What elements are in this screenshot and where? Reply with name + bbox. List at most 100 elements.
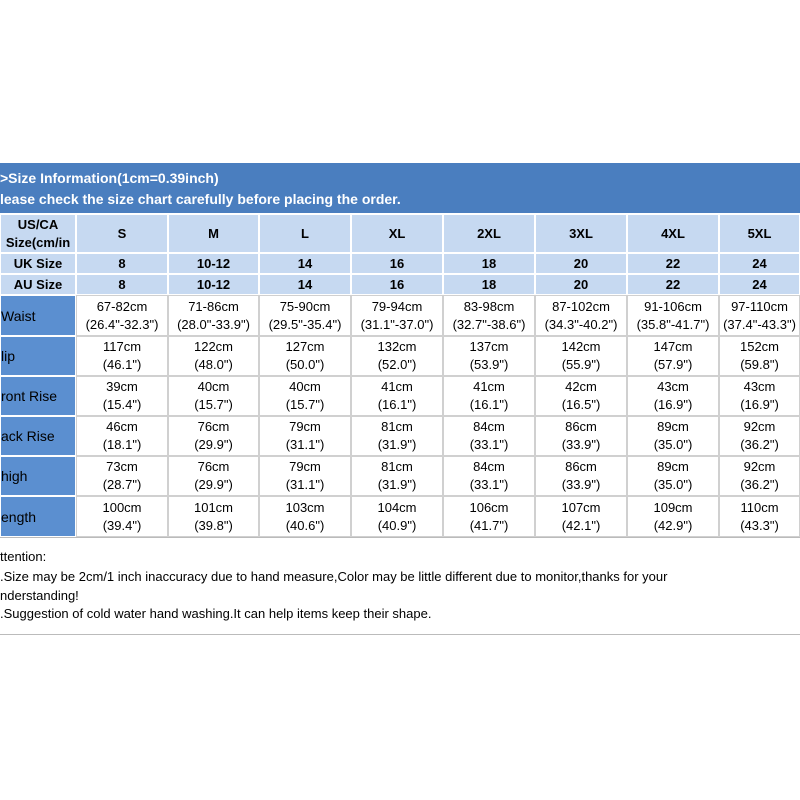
size-value: XL	[351, 214, 443, 253]
measure-cell: 92cm (36.2")	[719, 456, 800, 496]
measure-text: 71-86cm	[188, 298, 239, 314]
measure-text: (16.1")	[469, 397, 509, 412]
measure-text: 83-98cm	[463, 298, 515, 314]
measure-text: (16.9")	[740, 397, 779, 412]
measure-text: 42cm	[565, 379, 597, 394]
measure-text: (16.5")	[561, 397, 601, 412]
measure-cell: 137cm (53.9")	[443, 336, 535, 376]
measure-text: 147cm	[653, 339, 693, 354]
measure-text: (15.7")	[194, 397, 233, 412]
measure-text: (29.9")	[194, 477, 233, 492]
size-value: 4XL	[627, 214, 719, 253]
measure-text: (40.6")	[285, 517, 325, 533]
measure-text: (36.2")	[740, 437, 779, 452]
measure-cell: 76cm (29.9")	[168, 456, 259, 496]
size-value: 24	[719, 253, 800, 274]
size-value: 20	[535, 274, 627, 295]
measure-cell: 132cm (52.0")	[351, 336, 443, 376]
label-line: UK Size	[13, 255, 63, 271]
measure-text: 137cm	[469, 339, 509, 354]
measure-text: (42.1")	[561, 517, 601, 533]
measure-cell: 86cm (33.9")	[535, 456, 627, 496]
size-value: 10-12	[168, 253, 259, 274]
divider	[0, 537, 800, 538]
measure-text: 122cm	[193, 339, 234, 354]
measure-cell: 42cm (16.5")	[535, 376, 627, 416]
measure-text: (31.9")	[377, 437, 417, 452]
measure-text: (16.1")	[377, 397, 417, 412]
measure-text: (31.1")	[285, 437, 325, 452]
size-value: 14	[259, 253, 351, 274]
measure-cell: 71-86cm (28.0"-33.9")	[168, 295, 259, 336]
measure-cell: 84cm (33.1")	[443, 416, 535, 456]
measure-cell: 110cm (43.3")	[719, 496, 800, 537]
measure-cell: 122cm (48.0")	[168, 336, 259, 376]
measure-cell: 81cm (31.9")	[351, 416, 443, 456]
measure-text: 97-110cm	[731, 298, 788, 314]
measure-text: 75-90cm	[279, 298, 331, 314]
measure-text: (46.1")	[102, 357, 142, 372]
measure-text: 43cm	[743, 379, 776, 394]
measure-cell: 91-106cm (35.8"-41.7")	[627, 295, 719, 336]
measure-text: (53.9")	[469, 357, 509, 372]
size-value: 5XL	[719, 214, 800, 253]
measure-text: 41cm	[473, 379, 505, 394]
note-line: nderstanding!	[0, 588, 79, 603]
measure-text: (31.9")	[377, 477, 417, 492]
measure-text: (28.7")	[102, 477, 142, 492]
measure-text: (26.4"-32.3")	[85, 316, 159, 332]
measure-text: 92cm	[743, 419, 776, 434]
row-label: Waist	[0, 295, 76, 336]
size-value: 22	[627, 253, 719, 274]
size-value: 3XL	[535, 214, 627, 253]
measure-cell: 92cm (36.2")	[719, 416, 800, 456]
measure-cell: 127cm (50.0")	[259, 336, 351, 376]
measure-text: (43.3")	[740, 517, 779, 533]
measure-text: 40cm	[289, 379, 321, 394]
label-line: US/CA	[17, 216, 59, 232]
measure-text: 79cm	[289, 419, 321, 434]
measure-text: 110cm	[740, 499, 779, 515]
measure-text: (42.9")	[653, 517, 693, 533]
measure-text: (59.8")	[740, 357, 779, 372]
size-value: 18	[443, 253, 535, 274]
size-value: M	[168, 214, 259, 253]
measure-cell: 89cm (35.0")	[627, 456, 719, 496]
measure-text: (36.2")	[740, 477, 779, 492]
note-line: .Size may be 2cm/1 inch inaccuracy due t…	[0, 569, 668, 584]
measure-cell: 89cm (35.0")	[627, 416, 719, 456]
measure-text: 81cm	[381, 459, 413, 474]
measure-cell: 152cm (59.8")	[719, 336, 800, 376]
measure-text: (39.4")	[102, 517, 142, 533]
measure-text: 127cm	[285, 339, 325, 354]
label-line: Size(cm/in	[5, 234, 71, 250]
measure-cell: 73cm (28.7")	[76, 456, 168, 496]
measure-cell: 104cm (40.9")	[351, 496, 443, 537]
measure-text: 109cm	[653, 499, 693, 515]
measure-text: (16.9")	[653, 397, 693, 412]
measure-text: 117cm	[102, 339, 142, 354]
measure-text: 106cm	[469, 499, 509, 515]
measure-text: 152cm	[739, 339, 780, 354]
measure-cell: 107cm (42.1")	[535, 496, 627, 537]
size-value: 8	[76, 274, 168, 295]
measure-cell: 84cm (33.1")	[443, 456, 535, 496]
size-label: AU Size	[0, 274, 76, 295]
size-value: S	[76, 214, 168, 253]
measure-cell: 79-94cm (31.1"-37.0")	[351, 295, 443, 336]
measure-text: (55.9")	[561, 357, 601, 372]
measure-text: 84cm	[473, 459, 505, 474]
measure-text: (28.0"-33.9")	[177, 316, 250, 332]
measure-cell: 101cm (39.8")	[168, 496, 259, 537]
measure-cell: 41cm (16.1")	[351, 376, 443, 416]
measure-text: 43cm	[657, 379, 689, 394]
measure-text: (48.0")	[194, 357, 233, 372]
size-value: L	[259, 214, 351, 253]
header-line: lease check the size chart carefully bef…	[0, 191, 401, 207]
measure-text: (52.0")	[377, 357, 417, 372]
measure-text: 84cm	[473, 419, 505, 434]
measure-cell: 40cm (15.7")	[259, 376, 351, 416]
measure-text: (50.0")	[285, 357, 325, 372]
measure-text: 73cm	[106, 459, 138, 474]
measure-cell: 97-110cm (37.4"-43.3")	[719, 295, 800, 336]
